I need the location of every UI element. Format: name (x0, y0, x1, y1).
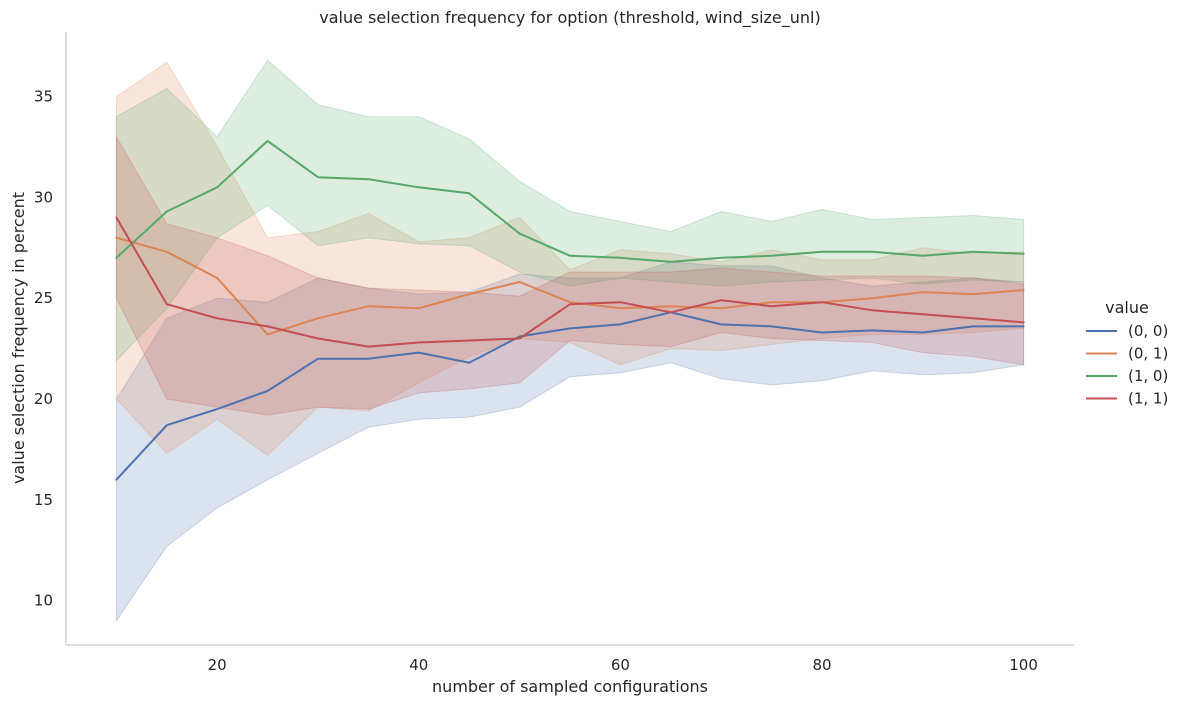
chart-title: value selection frequency for option (th… (319, 8, 820, 28)
y-tick-label: 10 (34, 592, 53, 610)
series-lines (115, 139, 1025, 481)
x-tick-label: 40 (409, 656, 428, 674)
y-tick-label: 15 (34, 491, 53, 509)
series-line-3 (115, 216, 1025, 348)
legend: value (0, 0) (0, 1) (1, 0) (1, 1) (1086, 298, 1168, 408)
y-tick-label: 20 (34, 390, 53, 408)
x-tick-label: 20 (208, 656, 227, 674)
y-tick-label: 30 (34, 188, 53, 206)
series-line-0 (115, 311, 1025, 481)
legend-item-label: (0, 0) (1128, 322, 1168, 340)
confidence-band-2 (115, 59, 1025, 362)
x-tick-label: 60 (611, 656, 630, 674)
legend-title: value (1105, 298, 1149, 317)
legend-item-label: (1, 0) (1128, 367, 1168, 385)
x-tick-label: 100 (1009, 656, 1038, 674)
confidence-band-3 (115, 135, 1025, 416)
legend-item-label: (1, 1) (1128, 390, 1168, 408)
y-tick-label: 35 (34, 88, 53, 106)
confidence-band-1 (115, 61, 1025, 457)
x-axis-ticks: 20 40 60 80 100 (208, 656, 1038, 674)
y-axis-label: value selection frequency in percent (9, 192, 28, 484)
x-axis-label: number of sampled configurations (432, 677, 708, 696)
confidence-bands (115, 59, 1025, 623)
y-axis-ticks: 10 15 20 25 30 35 (34, 88, 53, 610)
confidence-band-0 (115, 261, 1025, 623)
series-line-2 (115, 139, 1025, 263)
legend-item-label: (0, 1) (1128, 345, 1168, 363)
y-tick-label: 25 (34, 289, 53, 307)
x-tick-label: 80 (812, 656, 831, 674)
series-line-1 (115, 236, 1025, 336)
